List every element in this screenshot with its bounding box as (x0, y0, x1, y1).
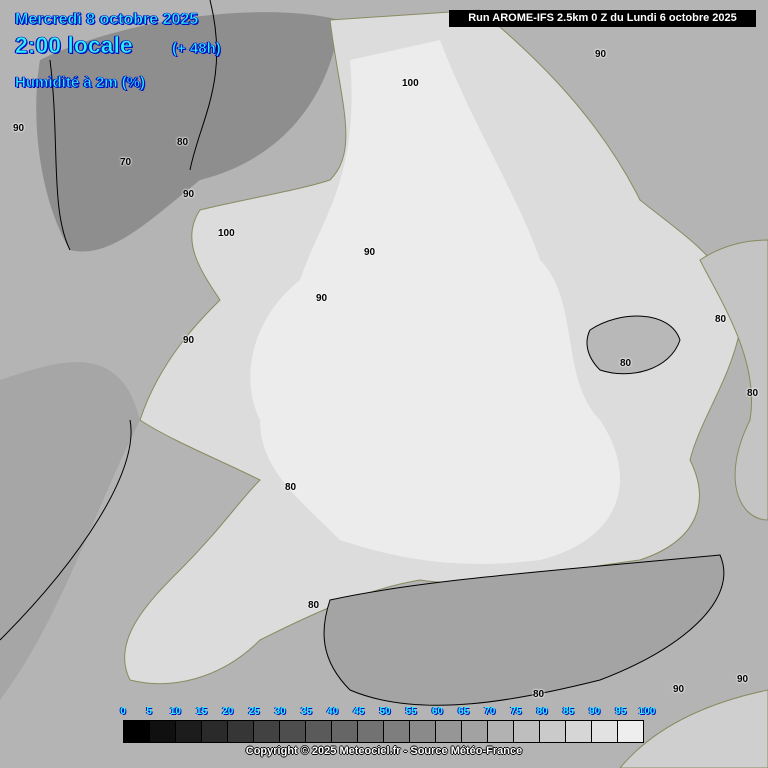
legend-swatch (462, 721, 488, 742)
legend-tick: 35 (300, 706, 312, 717)
legend-tick: 100 (638, 706, 656, 717)
legend-swatch (124, 721, 150, 742)
contour-label: 90 (183, 189, 195, 200)
contour-label: 100 (402, 78, 419, 89)
color-scale-legend (123, 720, 644, 743)
legend-swatch (150, 721, 176, 742)
sea-west (0, 362, 140, 700)
contour-label: 90 (364, 247, 376, 258)
legend-tick: 20 (222, 706, 234, 717)
legend-tick: 10 (169, 706, 181, 717)
parameter-title: Humidité à 2m (%) (15, 74, 146, 91)
contour-label: 90 (13, 123, 25, 134)
legend-tick: 85 (562, 706, 574, 717)
contour-label: 90 (595, 49, 607, 60)
legend-tick: 75 (510, 706, 522, 717)
contour-label: 90 (316, 293, 328, 304)
legend-tick: 95 (615, 706, 627, 717)
legend-tick: 60 (431, 706, 443, 717)
contour-label: 80 (533, 689, 545, 700)
contour-label: 100 (218, 228, 235, 239)
contour-label: 70 (120, 157, 132, 168)
legend-tick: 0 (120, 706, 126, 717)
legend-tick: 90 (589, 706, 601, 717)
forecast-hour: 2:00 locale (15, 32, 133, 58)
legend-swatch (436, 721, 462, 742)
legend-tick: 30 (274, 706, 286, 717)
run-info: Run AROME-IFS 2.5km 0 Z du Lundi 6 octob… (449, 10, 756, 27)
contour-label: 80 (308, 600, 320, 611)
dark-humid-zone-northwest (36, 12, 340, 252)
legend-swatch (566, 721, 592, 742)
legend-swatch (488, 721, 514, 742)
contour-label: 80 (285, 482, 297, 493)
drier-zone-channel (323, 554, 725, 706)
contour-label: 80 (620, 358, 632, 369)
contour-label: 80 (715, 314, 727, 325)
contour-label: 90 (673, 684, 685, 695)
legend-tick: 65 (458, 706, 470, 717)
legend-swatch (202, 721, 228, 742)
legend-tick: 5 (146, 706, 152, 717)
legend-swatch (514, 721, 540, 742)
forecast-date: Mercredi 8 octobre 2025 (15, 11, 199, 28)
contour-label: 80 (177, 137, 189, 148)
legend-tick: 80 (536, 706, 548, 717)
legend-swatch (618, 721, 643, 742)
legend-swatch (540, 721, 566, 742)
legend-tick: 40 (327, 706, 339, 717)
legend-swatch (176, 721, 202, 742)
contour-label: 90 (737, 674, 749, 685)
legend-swatch (228, 721, 254, 742)
very-humid-zone (250, 40, 621, 564)
legend-tick: 25 (248, 706, 260, 717)
legend-tick: 15 (196, 706, 208, 717)
legend-tick: 70 (484, 706, 496, 717)
legend-swatch (254, 721, 280, 742)
land-continent-east (699, 239, 768, 521)
legend-tick: 50 (379, 706, 391, 717)
legend-swatch (410, 721, 436, 742)
legend-tick: 55 (405, 706, 417, 717)
legend-swatch (592, 721, 618, 742)
legend-swatch (384, 721, 410, 742)
legend-swatch (358, 721, 384, 742)
forecast-lead-time: (+ 48h) (172, 40, 221, 57)
drier-zone-east (586, 315, 681, 375)
contour-label: 90 (183, 335, 195, 346)
legend-tick: 45 (353, 706, 365, 717)
legend-swatch (280, 721, 306, 742)
copyright: Copyright © 2025 Meteociel.fr - Source M… (245, 745, 523, 757)
legend-swatch (306, 721, 332, 742)
contour-label: 80 (747, 388, 759, 399)
contour-line (0, 0, 218, 641)
legend-swatch (332, 721, 358, 742)
